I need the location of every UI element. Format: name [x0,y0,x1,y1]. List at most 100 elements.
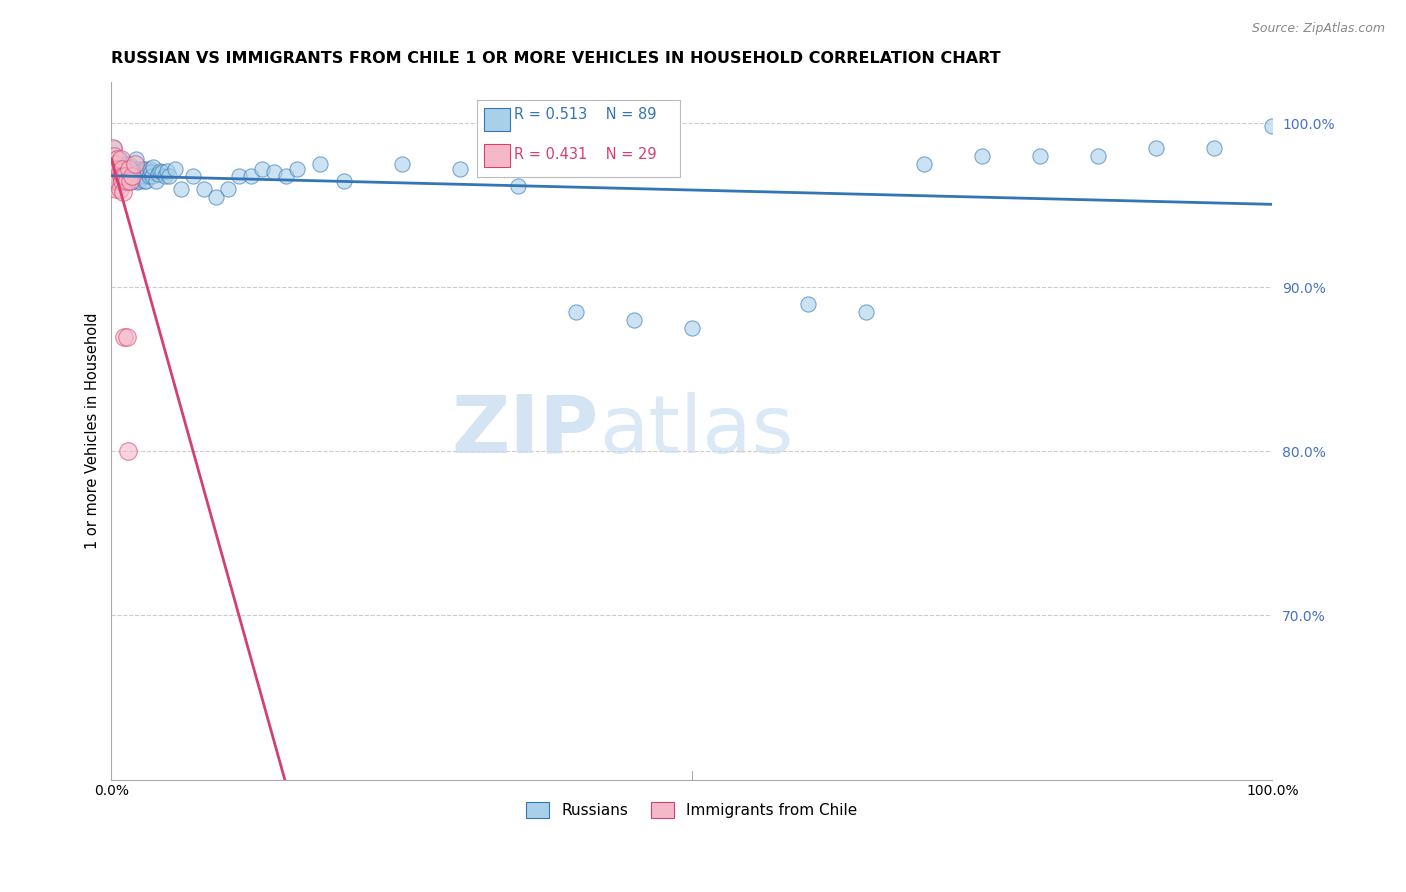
Point [131,165,153,179]
Point [118,157,141,171]
Point [110,170,132,185]
Point [506,178,529,193]
Text: R = 0.431    N = 29: R = 0.431 N = 29 [515,147,657,161]
Point [111,170,134,185]
Legend: Russians, Immigrants from Chile: Russians, Immigrants from Chile [520,796,863,824]
Point [110,153,132,167]
Point [110,169,132,183]
Point [129,169,152,183]
Point [104,162,127,177]
Point [108,153,131,167]
Point [136,165,159,179]
Point [112,172,135,186]
FancyBboxPatch shape [484,145,509,168]
Point [115,157,138,171]
Point [797,296,820,310]
Point [105,182,128,196]
Text: R = 0.513    N = 89: R = 0.513 N = 89 [515,107,657,122]
Point [1029,149,1052,163]
Point [121,169,143,183]
Point [111,161,134,175]
Point [285,162,308,177]
Point [118,173,141,187]
Point [152,165,174,179]
Point [391,157,413,171]
Point [239,169,262,183]
Point [118,163,141,178]
Point [124,157,146,171]
Point [153,169,176,183]
Point [103,149,125,163]
Point [114,159,136,173]
Point [118,175,141,189]
Point [228,169,250,183]
FancyBboxPatch shape [477,100,681,178]
Point [124,172,146,186]
Point [565,305,588,319]
Point [138,169,160,183]
Point [107,173,129,187]
Point [449,162,471,177]
Point [111,169,134,183]
Point [101,141,124,155]
Y-axis label: 1 or more Vehicles in Household: 1 or more Vehicles in Household [86,312,100,549]
Point [105,169,128,183]
Point [1144,141,1167,155]
Text: ZIP: ZIP [451,392,599,470]
Point [107,173,129,187]
Point [121,173,143,187]
Point [105,153,128,167]
Point [112,162,135,177]
Point [114,169,136,183]
Point [309,157,332,171]
Point [1087,149,1109,163]
Point [623,313,645,327]
Point [332,173,354,187]
Point [125,153,148,167]
Point [108,182,131,196]
Point [125,162,148,177]
Point [912,157,935,171]
Point [111,173,134,187]
Point [115,173,138,187]
Point [193,182,215,196]
Point [135,162,157,177]
Point [105,169,128,183]
Text: atlas: atlas [599,392,793,470]
Point [107,162,129,177]
Point [105,167,128,181]
Point [105,162,128,177]
Point [134,169,156,183]
Point [139,165,162,179]
Point [120,169,142,183]
Point [103,165,125,179]
Point [274,169,297,183]
Point [142,161,165,175]
Point [165,162,187,177]
Point [138,162,160,177]
Point [217,182,239,196]
Point [263,165,285,179]
Point [103,165,125,179]
Point [117,173,139,187]
Point [125,175,148,189]
Point [128,173,150,187]
Point [681,321,703,335]
Point [141,169,163,183]
Point [111,165,134,179]
Point [103,141,125,155]
Point [156,163,179,178]
Point [112,329,135,343]
Point [1261,120,1284,134]
Point [205,190,228,204]
Point [110,159,132,173]
Point [972,149,994,163]
Point [132,173,155,187]
Point [252,162,274,177]
Point [104,157,127,171]
Text: Source: ZipAtlas.com: Source: ZipAtlas.com [1251,22,1385,36]
Point [101,157,124,171]
Point [122,170,145,185]
Point [105,153,128,167]
Point [101,157,124,171]
